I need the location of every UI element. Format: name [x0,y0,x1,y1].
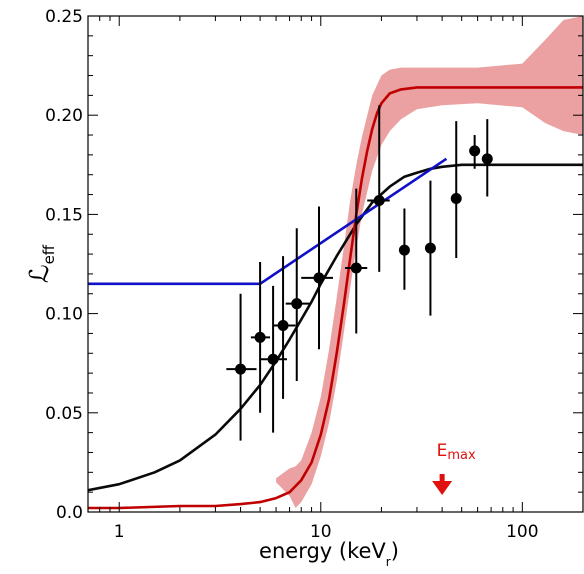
x-axis-title: energy (keVr) [259,539,399,569]
data-point-5 [285,228,310,382]
point-marker [469,145,481,157]
data-point-7 [345,188,368,334]
emax-annotation: Emax [432,441,476,495]
data-point-3 [260,285,288,433]
model-curves-layer [88,86,583,510]
data-point-8 [367,105,390,272]
y-tick-label: 0.05 [45,404,83,424]
emax-label: Emax [437,441,476,463]
x-tick-label: 1 [114,522,125,542]
y-axis-title: ℒeff [25,244,58,283]
point-marker [350,262,362,274]
point-marker [481,153,493,165]
y-tick-label: 0.25 [45,7,83,27]
confidence-band-layer [276,16,583,508]
point-marker [235,363,247,375]
y-axis-title-main: ℒ [25,264,55,283]
y-tick-label: 0.0 [56,503,83,523]
series-line-3 [88,157,448,286]
emax-label-main: E [437,441,448,461]
data-points-layer [226,105,493,441]
series-line-1 [88,163,583,492]
y-tick-label: 0.15 [45,205,83,225]
series-line-2 [88,86,583,510]
x-axis-title-sub: r [386,555,391,569]
plot-frame [87,15,584,513]
y-axis-title-sub: eff [40,244,58,264]
data-point-9 [398,208,410,290]
x-tick-label: 100 [506,522,538,542]
confidence-band [276,16,583,508]
x-axis-title-main: energy (keV [259,539,386,563]
point-marker [373,195,385,207]
data-point-1 [226,293,257,441]
x-tick-label: 10 [310,522,332,542]
point-marker [277,320,289,332]
emax-arrow [432,474,453,495]
data-point-11 [450,121,462,259]
point-marker [313,272,325,284]
data-point-10 [424,180,436,316]
point-marker [291,298,303,310]
axis-ticks-layer: 1 10 100 0.0 0.05 0.10 0.15 0.20 0.25 [45,7,584,542]
data-point-6 [301,206,334,350]
data-point-13 [481,119,493,197]
x-axis-title-close: ) [391,539,399,563]
point-marker [450,193,462,205]
y-tick-label: 0.20 [45,106,83,126]
emax-label-sub: max [447,448,476,463]
data-point-4 [273,256,296,399]
data-point-12 [469,135,481,169]
point-marker [267,353,279,365]
point-marker [254,331,266,343]
point-marker [424,242,436,254]
data-point-2 [250,262,271,413]
point-marker [398,244,410,256]
y-tick-label: 0.10 [45,305,83,325]
